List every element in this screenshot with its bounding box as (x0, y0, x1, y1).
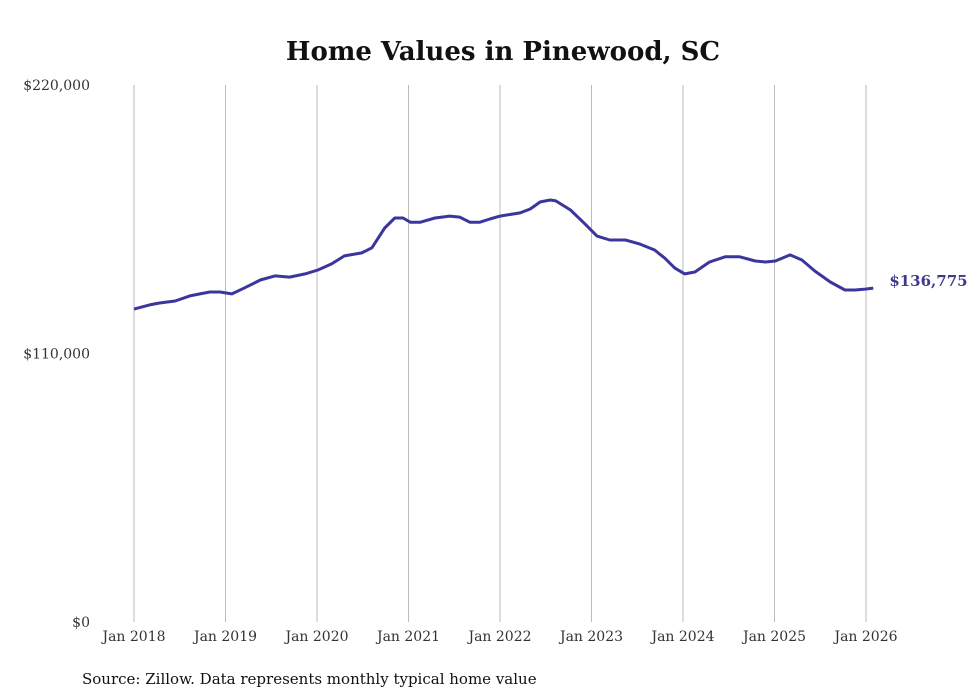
x-tick-label: Jan 2020 (283, 629, 348, 645)
y-tick-label: $0 (72, 615, 90, 631)
x-tick-label: Jan 2021 (375, 629, 440, 645)
end-value-label: $136,775 (889, 272, 967, 290)
series-line (133, 198, 874, 311)
x-tick-label: Jan 2026 (832, 629, 897, 645)
x-tick-label: Jan 2019 (192, 629, 257, 645)
x-tick-label: Jan 2025 (741, 629, 806, 645)
x-tick-label: Jan 2022 (466, 629, 531, 645)
x-tick-label: Jan 2024 (649, 629, 714, 645)
y-tick-label: $110,000 (23, 347, 90, 363)
chart-title: Home Values in Pinewood, SC (286, 37, 720, 67)
y-tick-label: $220,000 (23, 78, 90, 94)
x-tick-label: Jan 2023 (558, 629, 623, 645)
source-note: Source: Zillow. Data represents monthly … (82, 670, 537, 688)
x-tick-label: Jan 2018 (100, 629, 165, 645)
